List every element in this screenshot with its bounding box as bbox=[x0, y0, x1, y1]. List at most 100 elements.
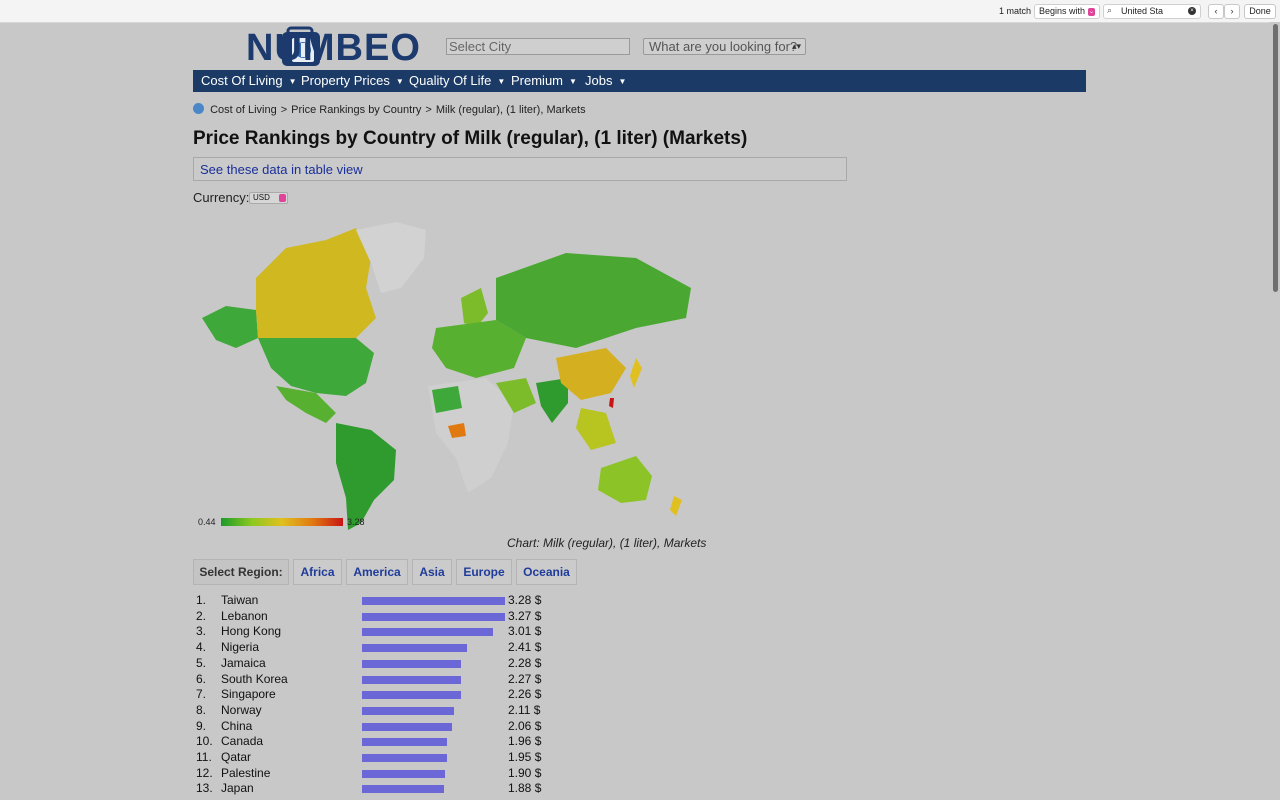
region-label: Select Region: bbox=[193, 559, 289, 585]
country-name: Taiwan bbox=[221, 593, 259, 607]
home-icon[interactable] bbox=[193, 103, 204, 114]
country-name: Palestine bbox=[221, 765, 271, 780]
rank-number: 9. bbox=[196, 718, 207, 733]
find-match-count: 1 match bbox=[999, 6, 1032, 16]
map-taiwan bbox=[609, 398, 614, 408]
table-view-link[interactable]: See these data in table view bbox=[200, 162, 363, 177]
region-oceania-button[interactable]: Oceania bbox=[516, 559, 577, 585]
map-mexico bbox=[276, 386, 336, 423]
price-bar bbox=[362, 691, 461, 700]
chart-caption: Chart: Milk (regular), (1 liter), Market… bbox=[507, 536, 707, 550]
map-europe bbox=[432, 320, 526, 378]
currency-value: USD bbox=[253, 193, 270, 202]
breadcrumb-separator: > bbox=[280, 104, 288, 116]
clear-icon[interactable]: × bbox=[1188, 7, 1196, 15]
price-value: 1.88 $ bbox=[508, 781, 542, 796]
currency-label: Currency: bbox=[193, 190, 250, 205]
map-southeast-asia bbox=[576, 408, 616, 450]
price-value: 2.26 $ bbox=[508, 687, 542, 702]
chevron-down-icon: ⌄ bbox=[1088, 7, 1096, 16]
map-scandinavia bbox=[461, 288, 488, 328]
nav-premium[interactable]: Premium ▼ bbox=[511, 73, 577, 88]
logo-wordmark[interactable]: NUMBEO bbox=[246, 27, 421, 69]
currency-select[interactable]: USD bbox=[249, 192, 288, 204]
breadcrumb-separator: > bbox=[425, 104, 432, 116]
main-navbar: Cost Of Living ▼ Property Prices ▼ Quality… bbox=[193, 70, 1086, 92]
caret-down-icon: ▼ bbox=[497, 77, 506, 87]
breadcrumb-current: Milk (regular), (1 liter), Markets bbox=[435, 104, 586, 116]
rank-number: 13. bbox=[196, 781, 213, 796]
price-bar bbox=[362, 722, 452, 731]
price-value: 3.28 $ bbox=[508, 593, 542, 607]
country-name: Singapore bbox=[221, 687, 276, 702]
map-nigeria bbox=[448, 423, 466, 438]
nav-label: Premium bbox=[511, 73, 564, 88]
country-name: Qatar bbox=[221, 750, 252, 764]
find-bar: 1 match Begins with ⌄ ⌕ United Sta × ‹ › … bbox=[0, 0, 1280, 23]
nav-label: Cost Of Living bbox=[201, 73, 283, 88]
rank-number: 6. bbox=[196, 671, 207, 686]
find-mode-select[interactable]: Begins with ⌄ bbox=[1034, 4, 1101, 19]
rank-number: 4. bbox=[196, 640, 207, 655]
price-bar bbox=[362, 675, 461, 684]
price-bar bbox=[362, 769, 445, 778]
price-value: 3.27 $ bbox=[508, 608, 542, 623]
looking-for-select[interactable]: What are you looking for? ▴▾ bbox=[643, 38, 806, 55]
looking-for-label: What are you looking for? bbox=[649, 39, 798, 54]
price-bar bbox=[362, 644, 468, 653]
find-search-field[interactable]: ⌕ United Sta × bbox=[1103, 4, 1201, 19]
rank-number: 2. bbox=[196, 608, 207, 623]
legend-color-scale bbox=[221, 518, 343, 526]
nav-label: Jobs bbox=[585, 73, 613, 88]
table-view-box: See these data in table view bbox=[193, 157, 847, 181]
price-bar bbox=[362, 785, 444, 794]
country-name: Hong Kong bbox=[221, 624, 282, 639]
nav-quality-of-life[interactable]: Quality Of Life ▼ bbox=[409, 73, 505, 88]
scrollbar-thumb[interactable] bbox=[1273, 24, 1278, 292]
page-title: Price Rankings by Country of Milk (regul… bbox=[193, 128, 748, 149]
country-name: South Korea bbox=[221, 671, 288, 686]
price-bar bbox=[362, 738, 448, 747]
nav-label: Quality Of Life bbox=[409, 73, 492, 88]
region-africa-button[interactable]: Africa bbox=[293, 559, 342, 585]
map-china bbox=[556, 348, 626, 400]
country-name: Lebanon bbox=[221, 608, 268, 623]
region-asia-button[interactable]: Asia bbox=[412, 559, 452, 585]
rank-number: 7. bbox=[196, 687, 207, 702]
map-south-america bbox=[336, 423, 396, 530]
breadcrumb-price-rankings[interactable]: Price Rankings by Country bbox=[291, 104, 422, 116]
map-greenland bbox=[356, 222, 426, 293]
map-usa bbox=[258, 338, 374, 396]
map-australia bbox=[598, 456, 652, 503]
region-america-button[interactable]: America bbox=[346, 559, 408, 585]
price-bar bbox=[362, 706, 454, 715]
map-india bbox=[536, 378, 568, 423]
price-bar bbox=[362, 628, 494, 637]
find-mode-label: Begins with bbox=[1039, 6, 1086, 16]
price-value: 2.06 $ bbox=[508, 718, 542, 733]
country-name: Jamaica bbox=[221, 655, 266, 670]
numbeo-logo-icon[interactable] bbox=[195, 26, 415, 68]
legend-max-value: 3.28 bbox=[347, 517, 365, 527]
map-middle-east bbox=[496, 378, 536, 413]
select-city-input[interactable] bbox=[446, 38, 630, 55]
map-north-africa bbox=[432, 386, 462, 413]
nav-cost-of-living[interactable]: Cost Of Living ▼ bbox=[201, 73, 297, 88]
find-done-button[interactable]: Done bbox=[1244, 4, 1276, 19]
region-europe-button[interactable]: Europe bbox=[456, 559, 512, 585]
map-new-zealand bbox=[670, 496, 682, 516]
nav-property-prices[interactable]: Property Prices ▼ bbox=[301, 73, 404, 88]
nav-jobs[interactable]: Jobs ▼ bbox=[585, 73, 626, 88]
caret-down-icon: ▼ bbox=[569, 77, 577, 87]
updown-icon: ▴▾ bbox=[791, 41, 801, 51]
breadcrumb-cost-of-living[interactable]: Cost of Living bbox=[210, 104, 277, 116]
next-match-button[interactable]: › bbox=[1224, 4, 1240, 19]
world-price-map[interactable] bbox=[196, 218, 700, 538]
country-name: China bbox=[221, 718, 253, 733]
map-alaska bbox=[202, 306, 258, 348]
rank-number: 1. bbox=[196, 593, 207, 607]
rank-number: 12. bbox=[196, 765, 213, 780]
country-name: Nigeria bbox=[221, 640, 260, 655]
previous-match-button[interactable]: ‹ bbox=[1208, 4, 1224, 19]
page-scrollbar[interactable] bbox=[1270, 22, 1280, 800]
